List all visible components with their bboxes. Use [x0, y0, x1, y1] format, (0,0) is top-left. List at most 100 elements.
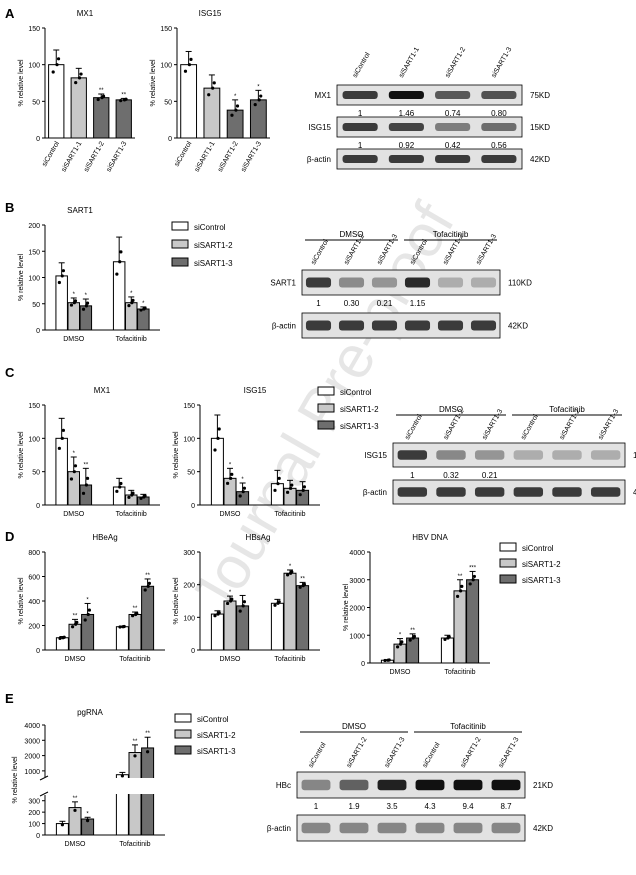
y-tick-label: 0	[36, 328, 40, 335]
kd-label: 42KD	[533, 824, 553, 833]
kd-label: 15KD	[530, 123, 550, 132]
data-point	[74, 81, 78, 85]
panel-label: B	[5, 200, 14, 215]
y-tick-label: 0	[36, 833, 40, 840]
data-point	[56, 57, 61, 61]
panel-labels: A B C D E	[5, 6, 15, 706]
x-group-label: Tofacitinib	[274, 511, 305, 518]
quantification-value: 1	[316, 299, 321, 308]
y-tick-label: 1000	[349, 633, 365, 640]
data-point	[139, 496, 143, 500]
legend-label: siSART1-2	[340, 405, 379, 414]
data-point	[277, 476, 281, 480]
lane-label: siControl	[310, 238, 330, 266]
x-group-label: Tofacitinib	[444, 669, 475, 676]
bar	[223, 600, 237, 651]
blot-band	[491, 779, 521, 791]
chart-title: HBsAg	[246, 533, 271, 542]
lane-label: siControl	[520, 413, 540, 441]
lane-label: siControl	[308, 741, 328, 769]
legend-label: siSART1-2	[197, 731, 236, 740]
y-tick-label: 200	[28, 624, 40, 631]
quantification-value: 0.42	[445, 141, 461, 150]
data-point	[217, 427, 221, 431]
data-point	[230, 113, 234, 117]
data-point	[84, 304, 88, 308]
data-point	[72, 470, 76, 474]
data-point	[73, 464, 78, 468]
data-point	[183, 69, 188, 73]
blot-A: siControl siSART1-1 siSART1-2 siSART1-3 MX1 1…	[307, 46, 550, 170]
y-tick-label: 0	[168, 136, 172, 143]
significance-mark: *	[234, 94, 237, 100]
y-axis-label: % relative level	[173, 577, 180, 625]
data-point	[119, 99, 123, 103]
data-point	[115, 489, 119, 493]
bar	[223, 477, 237, 506]
significance-mark: *	[289, 564, 292, 570]
significance-mark: **	[73, 796, 78, 802]
quantification-value: 1.46	[399, 109, 415, 118]
group-label: DMSO	[342, 722, 366, 731]
blot-C: siControl siSART1-2 siSART1-3 siControl siSA…	[363, 405, 636, 505]
blot-band	[453, 822, 483, 834]
bar	[270, 602, 284, 651]
blot-band	[435, 91, 471, 99]
data-point	[242, 486, 246, 490]
legend-label: siControl	[197, 715, 229, 724]
bar	[210, 437, 224, 506]
data-point	[61, 636, 65, 640]
blot-band	[552, 450, 582, 460]
legend-B: siControl siSART1-2 siSART1-3	[171, 221, 233, 268]
blot-band	[404, 320, 431, 331]
significance-mark: *	[73, 292, 76, 298]
legend-swatch	[174, 729, 192, 739]
data-point	[83, 618, 87, 622]
blot-band	[377, 822, 407, 834]
blot-row-name: β-actin	[267, 824, 291, 833]
data-point	[289, 486, 293, 490]
x-tick-label: siSART1-1	[194, 140, 217, 173]
y-tick-label: 100	[160, 63, 172, 70]
x-group-label: Tofacitinib	[116, 336, 147, 343]
data-point	[60, 823, 64, 827]
data-point	[119, 250, 123, 254]
kd-label: 15KD	[633, 451, 636, 460]
blot-band	[342, 155, 378, 163]
bar	[466, 579, 480, 664]
data-point	[456, 594, 460, 599]
blot-band	[436, 450, 466, 460]
blot-band	[397, 487, 428, 497]
data-point	[290, 483, 294, 487]
lane-label: siSART1-1	[398, 46, 421, 79]
blot-band	[371, 277, 398, 288]
x-group-label: DMSO	[220, 656, 242, 663]
y-tick-label: 200	[28, 810, 40, 817]
bar	[115, 99, 132, 139]
chart-D-HBeAg: HBeAg 0 200 400 600 800 % relative level DMSO To…	[18, 533, 165, 663]
y-tick-label: 200	[183, 583, 195, 590]
significance-mark: **	[73, 613, 78, 619]
legend-swatch	[499, 542, 517, 552]
data-point	[468, 582, 472, 586]
quantification-value: 1	[314, 802, 319, 811]
quantification-value: 1	[358, 109, 363, 118]
data-point	[100, 96, 104, 100]
data-point	[408, 638, 412, 642]
data-point	[146, 584, 150, 588]
data-point	[213, 448, 217, 452]
legend-swatch	[499, 558, 517, 568]
x-tick-label: siControl	[41, 140, 61, 168]
y-tick-label: 100	[28, 63, 40, 70]
data-point	[216, 612, 220, 616]
data-point	[213, 614, 217, 618]
chart-title: ISG15	[244, 386, 267, 395]
data-point	[226, 601, 230, 606]
legend-C: siControl siSART1-2 siSART1-3	[317, 386, 379, 431]
data-point	[81, 491, 86, 495]
legends: siControl siSART1-2 siSART1-3 siControl siSA…	[171, 221, 561, 756]
lane-label: siSART1-3	[498, 736, 521, 769]
legend-swatch	[171, 257, 189, 267]
y-tick-label: 3000	[349, 578, 365, 585]
